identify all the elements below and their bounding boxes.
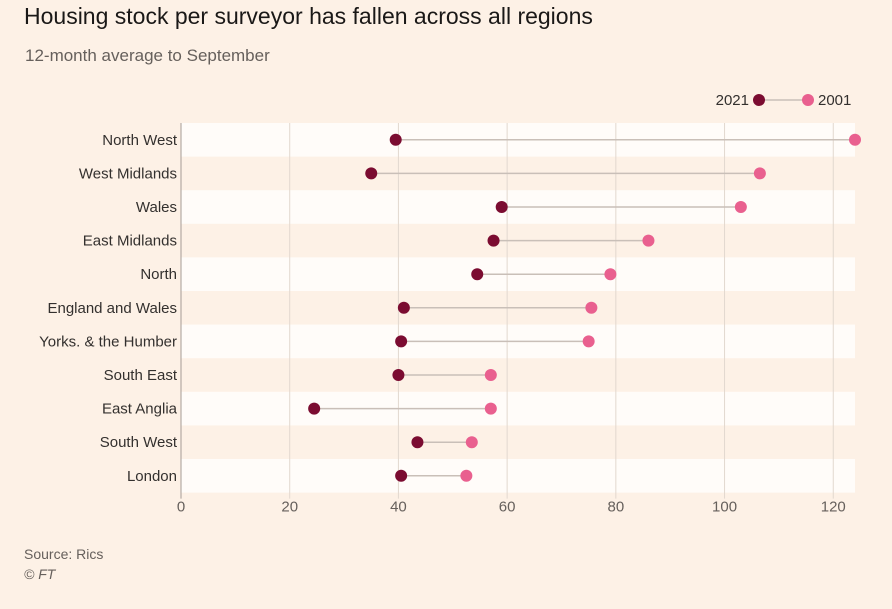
category-label: South West bbox=[100, 434, 178, 451]
point-2021 bbox=[395, 335, 408, 348]
point-2001 bbox=[849, 133, 861, 146]
category-label: England and Wales bbox=[47, 300, 177, 317]
legend-label-2021: 2021 bbox=[716, 92, 749, 109]
category-label: East Anglia bbox=[102, 401, 178, 418]
point-2001 bbox=[484, 402, 497, 415]
point-2001 bbox=[460, 469, 473, 482]
point-2021 bbox=[471, 268, 484, 281]
point-2001 bbox=[585, 301, 598, 314]
point-2021 bbox=[487, 234, 500, 247]
category-label: Yorks. & the Humber bbox=[39, 333, 177, 350]
category-label: West Midlands bbox=[79, 165, 177, 182]
legend-marker-2001 bbox=[802, 94, 814, 106]
x-tick-label: 100 bbox=[712, 499, 737, 516]
dot-plot-chart: 0 20 40 60 80 100 120 North West West Midlands Wa… bbox=[39, 92, 861, 516]
category-label: South East bbox=[104, 367, 178, 384]
x-tick-label: 40 bbox=[390, 499, 407, 516]
point-2021 bbox=[308, 402, 321, 415]
row-band bbox=[181, 459, 855, 493]
chart-subtitle: 12-month average to September bbox=[25, 46, 270, 65]
category-label: London bbox=[127, 468, 177, 485]
point-2021 bbox=[411, 436, 424, 449]
category-label: Wales bbox=[136, 199, 177, 216]
category-label: North bbox=[140, 266, 177, 283]
credit-note: © FT bbox=[24, 566, 56, 582]
point-2001 bbox=[642, 234, 655, 247]
point-2021 bbox=[397, 301, 410, 314]
x-tick-label: 80 bbox=[607, 499, 624, 516]
category-label: North West bbox=[102, 132, 178, 149]
row-band bbox=[181, 391, 855, 426]
x-tick-label: 20 bbox=[281, 499, 298, 516]
x-tick-label: 60 bbox=[499, 499, 516, 516]
category-label: East Midlands bbox=[83, 233, 177, 250]
x-tick-label: 120 bbox=[821, 499, 846, 516]
point-2021 bbox=[495, 201, 508, 213]
point-2001 bbox=[734, 201, 747, 213]
point-2001 bbox=[753, 167, 766, 180]
point-2021 bbox=[395, 469, 408, 482]
point-2021 bbox=[392, 369, 405, 381]
source-note: Source: Rics bbox=[24, 546, 104, 562]
x-tick-label: 0 bbox=[177, 499, 185, 516]
point-2001 bbox=[465, 436, 478, 449]
legend-label-2001: 2001 bbox=[818, 92, 851, 109]
point-2001 bbox=[604, 268, 617, 281]
point-2021 bbox=[389, 133, 402, 146]
chart-title: Housing stock per surveyor has fallen ac… bbox=[24, 3, 593, 29]
legend-marker-2021 bbox=[753, 94, 765, 106]
point-2001 bbox=[582, 335, 595, 348]
point-2021 bbox=[365, 167, 378, 180]
point-2001 bbox=[484, 369, 497, 381]
